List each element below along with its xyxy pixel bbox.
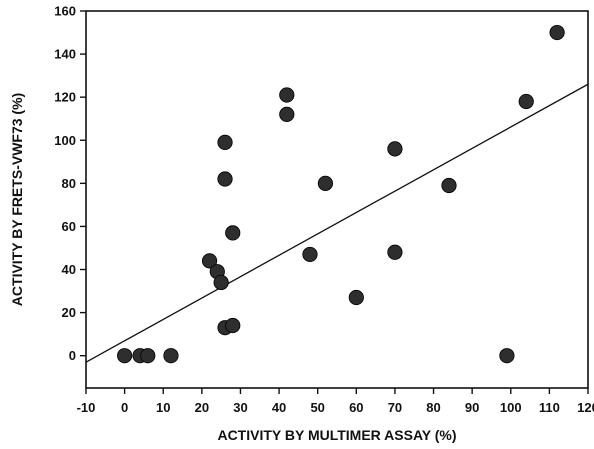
data-point [441,177,457,194]
x-axis-label: ACTIVITY BY MULTIMER ASSAY (%) [217,427,456,443]
y-tick-label: 120 [54,90,76,105]
x-tick-label: 40 [272,400,286,415]
x-tick-label: 90 [465,400,479,415]
x-tick-label: 20 [195,400,209,415]
y-tick-label: 80 [62,176,76,191]
regression-line [85,83,589,363]
x-tick-label: 0 [121,400,128,415]
x-tick-label: 110 [539,400,560,415]
data-point [201,253,218,269]
data-point [140,348,156,364]
data-point [163,348,179,364]
x-tick-label: 100 [500,400,522,415]
x-tick-label: 60 [349,400,363,415]
data-point [117,348,133,364]
x-tick-label: 80 [426,400,440,415]
plot-area: -10 0 10 20 30 40 50 60 70 80 90 100 110 120 0 20 40 60 80… [54,4,594,416]
data-point [225,225,241,241]
y-tick-label: 60 [62,219,76,234]
data-point [302,246,318,263]
plot-frame [85,10,589,389]
y-tick-label: 0 [69,348,76,363]
x-tick-label: 50 [310,400,324,415]
y-tick-label: 160 [54,4,76,19]
y-tick-label: 140 [54,47,76,62]
data-point [217,171,233,187]
y-tick-label: 20 [62,305,76,320]
data-point [387,244,403,260]
data-point [279,106,295,123]
data-point [549,24,565,41]
x-tick-label: 120 [577,400,594,415]
data-point [387,141,403,157]
y-tick-label: 100 [54,133,76,148]
data-point [217,134,233,151]
data-point [317,175,334,191]
x-tick-label: 70 [388,400,402,415]
y-axis-label: ACTIVITY BY FRETS-VWF73 (%) [9,93,25,306]
x-tick-label: -10 [77,400,96,415]
data-point [348,289,364,306]
data-point [499,348,515,364]
data-point [279,87,295,103]
data-point [225,317,241,334]
x-tick-label: 30 [233,400,247,415]
x-tick-label: 10 [156,400,170,415]
data-point [518,93,534,110]
y-tick-label: 40 [62,262,76,277]
data-point [213,274,229,291]
